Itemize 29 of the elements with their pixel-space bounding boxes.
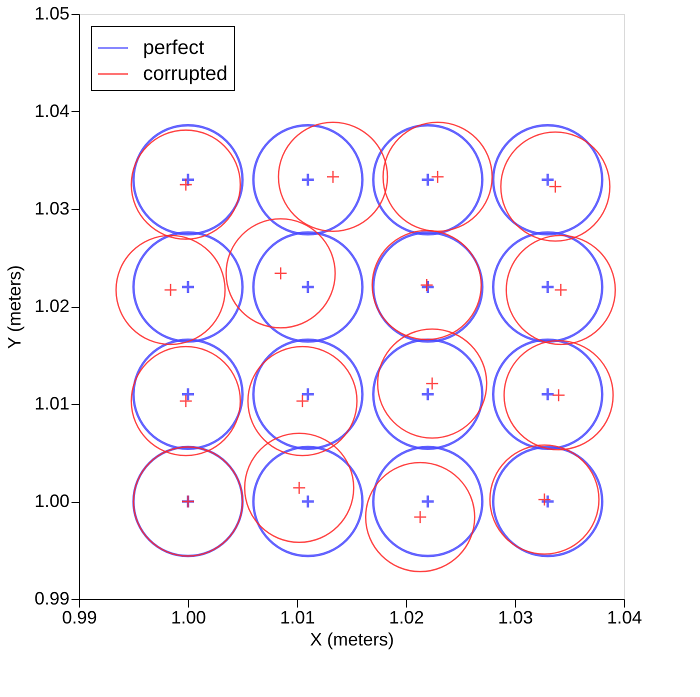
y-tick-label: 0.99	[34, 588, 70, 608]
y-tick-label: 1.03	[34, 198, 70, 218]
point	[247, 346, 358, 456]
point	[115, 234, 226, 346]
x-axis-title: X (meters)	[310, 630, 394, 650]
point	[364, 462, 476, 572]
point	[506, 234, 616, 346]
point	[500, 131, 611, 242]
x-tick-label: 1.00	[170, 608, 206, 628]
legend-label: perfect	[143, 37, 205, 59]
point	[225, 218, 336, 329]
y-tick-label: 1.01	[34, 394, 70, 414]
legend-label: corrupted	[143, 63, 228, 85]
point	[503, 340, 614, 450]
y-axis-title: Y (meters)	[4, 265, 24, 349]
y-tick-label: 1.05	[34, 4, 70, 24]
point	[244, 432, 354, 544]
x-tick-label: 1.04	[606, 608, 642, 628]
point	[382, 122, 493, 232]
point	[376, 328, 488, 439]
point	[278, 122, 388, 232]
point	[252, 231, 364, 343]
x-tick-label: 0.99	[62, 608, 98, 628]
x-tick-label: 1.02	[388, 608, 424, 628]
x-tick-label: 1.01	[280, 608, 316, 628]
y-tick-label: 1.04	[34, 101, 70, 121]
x-tick-label: 1.03	[498, 608, 534, 628]
y-tick-label: 1.00	[34, 491, 70, 511]
y-tick-label: 1.02	[34, 296, 70, 316]
